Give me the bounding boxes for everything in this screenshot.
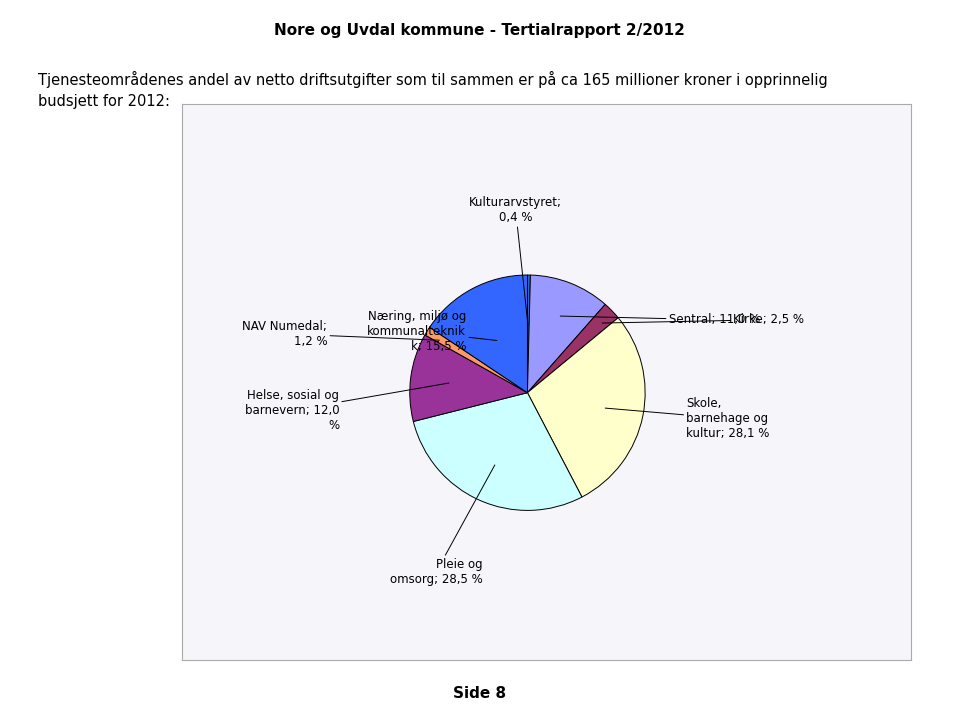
Wedge shape	[527, 318, 645, 497]
Text: Sentral; 11,0 %: Sentral; 11,0 %	[560, 313, 760, 326]
Wedge shape	[413, 393, 582, 511]
Text: Tjenesteområdenes andel av netto driftsutgifter som til sammen er på ca 165 mill: Tjenesteområdenes andel av netto driftsu…	[38, 71, 829, 89]
Text: Skole,
barnehage og
kultur; 28,1 %: Skole, barnehage og kultur; 28,1 %	[605, 397, 770, 440]
Text: Nore og Uvdal kommune - Tertialrapport 2/2012: Nore og Uvdal kommune - Tertialrapport 2…	[274, 23, 685, 38]
Text: Kirke; 2,5 %: Kirke; 2,5 %	[602, 313, 805, 326]
Text: Side 8: Side 8	[453, 686, 506, 701]
Wedge shape	[430, 275, 527, 393]
Wedge shape	[409, 335, 527, 421]
Text: NAV Numedal;
1,2 %: NAV Numedal; 1,2 %	[243, 320, 439, 348]
Wedge shape	[425, 327, 527, 393]
Wedge shape	[527, 275, 605, 393]
Text: Pleie og
omsorg; 28,5 %: Pleie og omsorg; 28,5 %	[390, 465, 495, 585]
Text: Helse, sosial og
barnevern; 12,0
%: Helse, sosial og barnevern; 12,0 %	[245, 383, 449, 432]
Wedge shape	[527, 304, 619, 393]
Text: Næring, miljø og
kommunalteknik
k; 15,5 %: Næring, miljø og kommunalteknik k; 15,5 …	[367, 310, 497, 353]
Text: Kulturarvstyret;
0,4 %: Kulturarvstyret; 0,4 %	[469, 196, 562, 325]
Text: budsjett for 2012:: budsjett for 2012:	[38, 94, 171, 109]
Wedge shape	[527, 275, 530, 393]
